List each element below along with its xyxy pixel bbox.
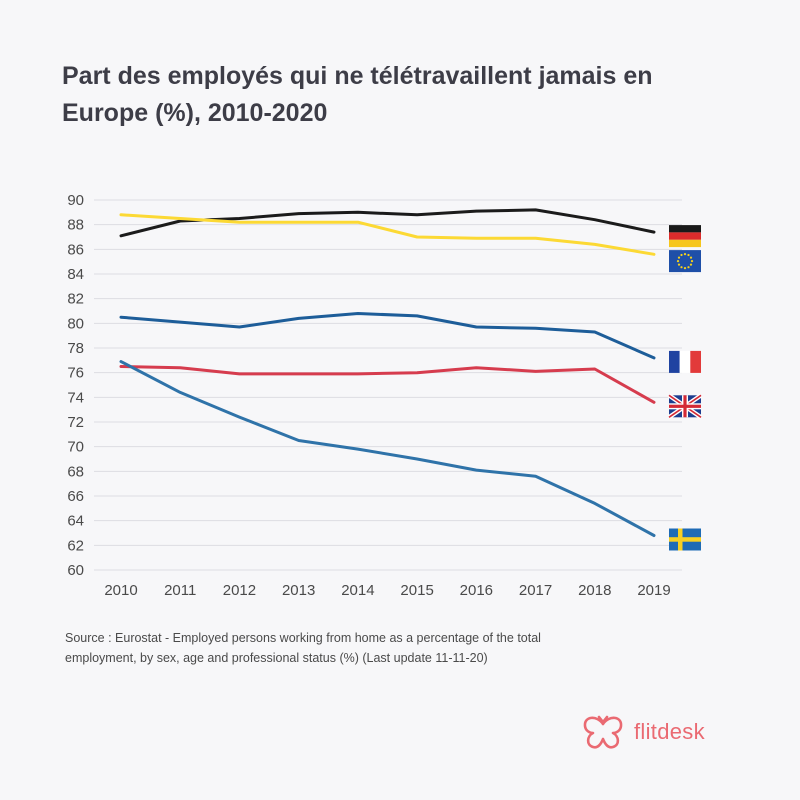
y-tick-label: 68 — [67, 463, 84, 480]
y-tick-label: 72 — [67, 414, 84, 431]
x-tick-label: 2013 — [282, 582, 315, 599]
y-tick-label: 82 — [67, 291, 84, 308]
y-tick-label: 84 — [67, 266, 84, 283]
series-line-eu — [119, 213, 656, 256]
y-tick-label: 60 — [67, 562, 84, 579]
gridlines — [94, 199, 682, 571]
series-line-sweden — [119, 360, 656, 537]
x-axis: 2010 2011 2012 2013 2014 2015 2016 2017 2018 2019 — [104, 582, 670, 599]
y-tick-label: 64 — [67, 513, 84, 530]
uk-flag-icon — [667, 393, 703, 420]
series-line-uk — [119, 365, 656, 404]
y-tick-label: 76 — [67, 365, 84, 382]
source-note: Source : Eurostat - Employed persons wor… — [65, 631, 541, 665]
brand-logo: flitdesk — [580, 712, 705, 752]
y-tick-label: 88 — [67, 217, 84, 234]
x-tick-label: 2014 — [341, 582, 374, 599]
x-tick-label: 2015 — [400, 582, 433, 599]
butterfly-logo-icon — [583, 715, 623, 749]
series-lines — [119, 208, 656, 537]
y-tick-label: 86 — [67, 241, 84, 258]
y-tick-label: 62 — [67, 537, 84, 554]
france-flag-icon — [669, 350, 701, 373]
y-tick-label: 80 — [67, 315, 84, 332]
eu-flag-icon — [669, 250, 701, 273]
x-tick-label: 2018 — [578, 582, 611, 599]
x-tick-label: 2010 — [104, 582, 137, 599]
x-tick-label: 2012 — [223, 582, 256, 599]
flag-legend — [667, 225, 703, 551]
y-tick-label: 66 — [67, 488, 84, 505]
germany-flag-icon — [669, 225, 701, 248]
y-tick-label: 74 — [67, 389, 84, 406]
sweden-flag-icon — [669, 528, 701, 551]
y-tick-label: 90 — [67, 192, 84, 209]
chart-title: Part des employés qui ne télétravaillent… — [62, 62, 653, 127]
x-tick-label: 2017 — [519, 582, 552, 599]
x-tick-label: 2019 — [637, 582, 670, 599]
brand-name: flitdesk — [634, 719, 705, 744]
y-tick-label: 78 — [67, 340, 84, 357]
series-line-germany — [119, 208, 656, 238]
y-tick-label: 70 — [67, 439, 84, 456]
x-tick-label: 2016 — [460, 582, 493, 599]
x-tick-label: 2011 — [164, 582, 196, 599]
series-line-france — [119, 312, 656, 360]
y-axis: 60 62 64 66 68 70 72 74 76 78 80 82 84 86 88 90 — [67, 192, 84, 579]
